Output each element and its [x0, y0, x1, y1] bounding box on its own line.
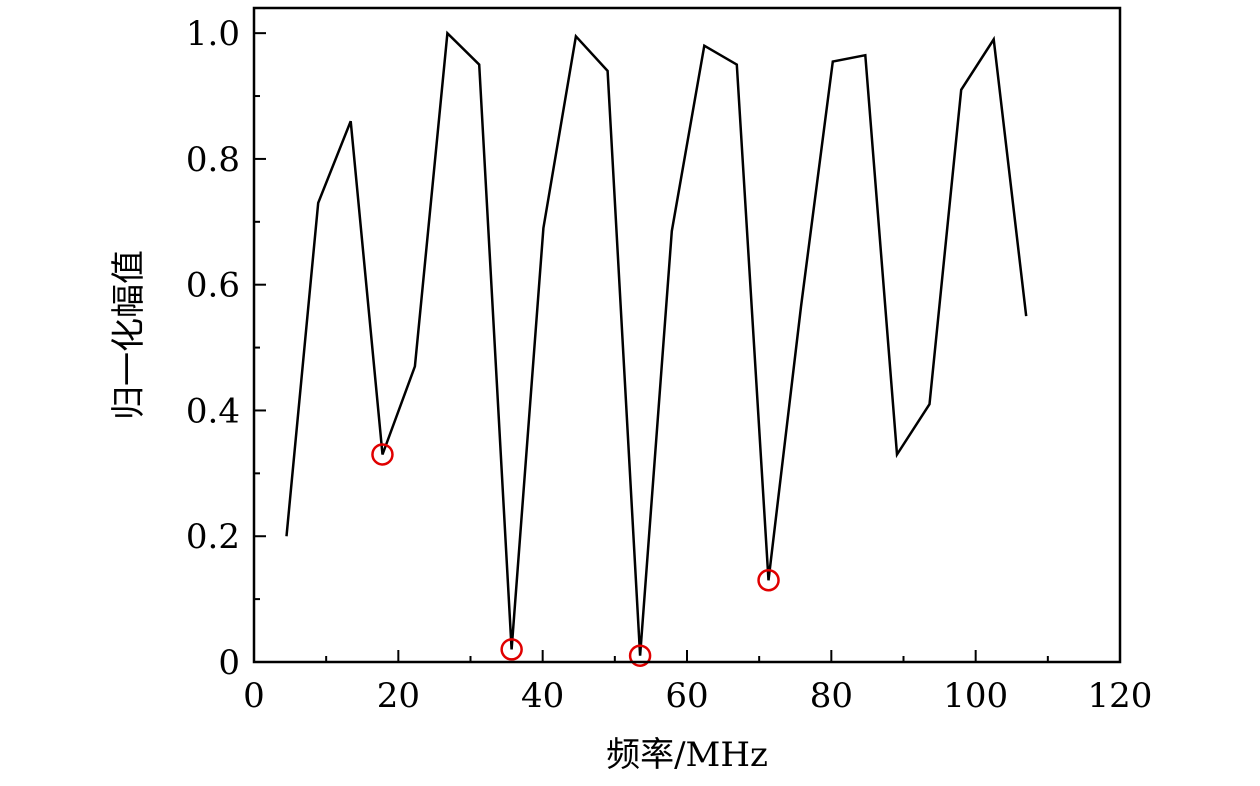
- highlight-circle: [500, 638, 523, 661]
- y-tick-label: 0.6: [186, 266, 240, 306]
- plot-series: [285, 30, 1028, 656]
- y-tick-label: 1.0: [186, 14, 240, 54]
- y-tick-label: 0.4: [186, 391, 240, 431]
- highlight-circle: [371, 443, 394, 466]
- axis-ticks: [253, 32, 1121, 663]
- highlight-markers: [371, 443, 780, 667]
- plot-frame: [252, 6, 1122, 664]
- y-tick-label: 0: [218, 643, 240, 683]
- highlight-circle: [628, 644, 652, 667]
- x-tick-label: 120: [1088, 676, 1153, 716]
- series-line-0: [285, 30, 1028, 656]
- x-tick-label: 60: [665, 676, 708, 716]
- x-tick-label: 100: [943, 676, 1008, 716]
- tick-labels: 0 20 40 60 80 100 120 0 0.2 0.4 0.6 0.8 1.0: [186, 14, 1153, 716]
- highlight-circle: [757, 569, 780, 592]
- x-tick-label: 0: [243, 676, 265, 716]
- y-tick-label: 0.2: [186, 517, 240, 557]
- x-tick-label: 40: [521, 676, 564, 716]
- x-axis-title: 频率/MHz: [606, 735, 768, 775]
- x-tick-label: 80: [810, 676, 853, 716]
- y-axis-title: 归一化幅值: [109, 250, 149, 420]
- y-tick-label: 0.8: [186, 140, 240, 180]
- x-tick-label: 20: [377, 676, 420, 716]
